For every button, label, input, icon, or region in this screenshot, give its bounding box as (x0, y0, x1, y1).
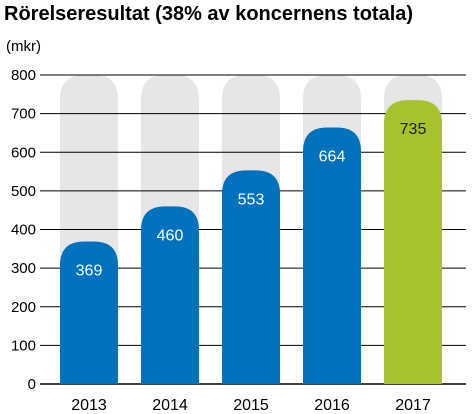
y-tick-label-800: 800 (11, 67, 36, 84)
y-axis-unit-label: (mkr) (6, 38, 41, 55)
bar-2017 (384, 100, 442, 384)
value-label-2013: 369 (76, 262, 103, 279)
value-label-2015: 553 (238, 191, 265, 208)
value-label-2017: 735 (400, 121, 427, 138)
x-tick-label-2016: 2016 (314, 397, 350, 414)
y-tick-label-0: 0 (28, 376, 36, 393)
y-tick-label-200: 200 (11, 299, 36, 316)
bar-2016 (303, 127, 361, 384)
y-tick-label-700: 700 (11, 106, 36, 123)
x-tick-label-2017: 2017 (395, 397, 431, 414)
y-tick-label-300: 300 (11, 260, 36, 277)
bar-2014 (141, 206, 199, 384)
chart-title: Rörelseresultat (38% av koncernens total… (4, 3, 414, 25)
y-tick-label-500: 500 (11, 183, 36, 200)
y-tick-label-400: 400 (11, 222, 36, 239)
x-tick-label-2013: 2013 (71, 397, 107, 414)
value-label-2014: 460 (157, 227, 184, 244)
y-tick-label-100: 100 (11, 337, 36, 354)
y-tick-label-600: 600 (11, 144, 36, 161)
value-label-2016: 664 (319, 149, 346, 166)
x-tick-label-2015: 2015 (233, 397, 269, 414)
x-tick-label-2014: 2014 (152, 397, 188, 414)
bar-2013 (60, 241, 118, 384)
bar-2015 (222, 170, 280, 384)
